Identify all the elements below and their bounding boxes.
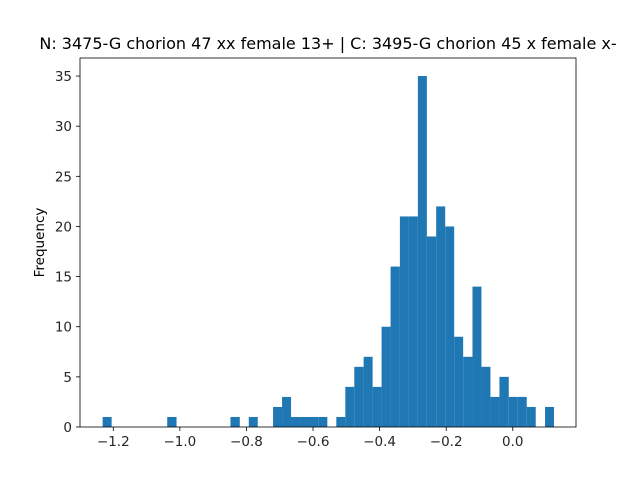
histogram-bar bbox=[372, 386, 382, 427]
x-tick-label: −1.2 bbox=[97, 434, 130, 450]
y-tick-label: 10 bbox=[55, 320, 72, 336]
histogram-bar bbox=[472, 286, 482, 427]
histogram-bar bbox=[282, 396, 292, 427]
histogram-bar bbox=[318, 416, 328, 427]
y-axis-ticks: 0 5 10 15 20 25 30 35 bbox=[55, 69, 80, 436]
histogram-bar bbox=[408, 216, 418, 427]
histogram-bar bbox=[445, 226, 455, 427]
histogram-bar bbox=[390, 266, 400, 427]
histogram-bar bbox=[230, 416, 240, 427]
histogram-bar bbox=[273, 406, 283, 427]
x-axis-ticks: −1.2 −1.0 −0.8 −0.6 −0.4 −0.2 0.0 bbox=[97, 427, 523, 450]
histogram-bar bbox=[167, 416, 177, 427]
histogram-bar bbox=[399, 216, 409, 427]
y-tick-label: 0 bbox=[63, 420, 72, 436]
histogram-bar bbox=[381, 326, 391, 427]
y-tick-label: 15 bbox=[55, 270, 72, 286]
histogram-bar bbox=[248, 416, 258, 427]
histogram-bar bbox=[545, 406, 555, 427]
y-tick-label: 25 bbox=[55, 169, 72, 185]
y-tick-label: 5 bbox=[63, 370, 72, 386]
axes-frame bbox=[79, 57, 577, 428]
histogram-bar bbox=[300, 416, 310, 427]
histogram-bar bbox=[481, 366, 491, 427]
histogram-bar bbox=[490, 396, 500, 427]
histogram-bar bbox=[363, 356, 373, 427]
histogram-bar bbox=[436, 206, 446, 427]
x-tick-label: 0.0 bbox=[502, 434, 523, 450]
histogram-bar bbox=[463, 356, 473, 427]
histogram-bar bbox=[517, 396, 527, 427]
histogram-bar bbox=[454, 336, 464, 427]
x-tick-label: −1.0 bbox=[163, 434, 196, 450]
histogram-bar bbox=[291, 416, 301, 427]
chart-title: N: 3475-G chorion 47 xx female 13+ | C: … bbox=[39, 34, 616, 53]
x-tick-label: −0.6 bbox=[297, 434, 330, 450]
y-axis-label: Frequency bbox=[32, 208, 48, 278]
x-tick-label: −0.8 bbox=[230, 434, 263, 450]
y-tick-label: 20 bbox=[55, 219, 72, 235]
x-tick-label: −0.4 bbox=[363, 434, 396, 450]
histogram-bar bbox=[354, 366, 364, 427]
histogram-bar bbox=[499, 376, 509, 427]
histogram-bar bbox=[417, 76, 427, 428]
histogram-bar bbox=[309, 416, 319, 427]
histogram-bar bbox=[508, 396, 518, 427]
histogram-bar bbox=[102, 416, 112, 427]
histogram-bar bbox=[345, 386, 355, 427]
y-tick-label: 35 bbox=[55, 69, 72, 85]
histogram-bar bbox=[526, 406, 536, 427]
histogram-bar bbox=[426, 236, 437, 427]
histogram-bar bbox=[336, 416, 346, 427]
y-tick-label: 30 bbox=[55, 119, 72, 135]
x-tick-label: −0.2 bbox=[430, 434, 463, 450]
histogram-bars bbox=[102, 76, 555, 428]
